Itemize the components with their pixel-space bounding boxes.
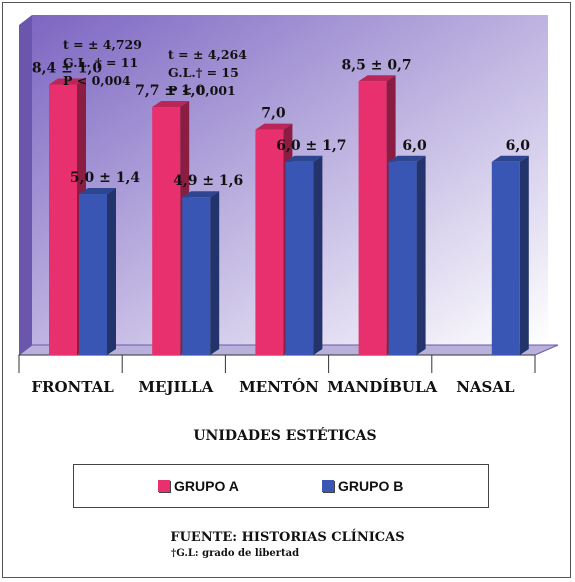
- bar-grupo-a-mejilla-front: [152, 107, 181, 355]
- legend-label-grupo-a: GRUPO A: [174, 478, 239, 494]
- bar-grupo-b-mandibula-front: [388, 161, 417, 355]
- source-note: FUENTE: HISTORIAS CLÍNICAS: [170, 530, 405, 545]
- bar-grupo-a-menton-top: [255, 123, 293, 130]
- bar-grupo-a-frontal-front: [49, 84, 77, 356]
- x-axis-title: UNIDADES ESTÉTICAS: [193, 426, 376, 444]
- legend: GRUPO A GRUPO B: [73, 464, 489, 508]
- bar-grupo-a-mandibula-top: [358, 75, 396, 82]
- data-label-grupo-b-mandibula: 6,0: [402, 138, 427, 154]
- bar-grupo-b-menton-front: [285, 161, 314, 355]
- annotation-mejilla-line-1: G.L.† = 15: [168, 65, 239, 80]
- bar-grupo-b-mejilla-side: [210, 191, 220, 355]
- bar-grupo-a-mejilla-top: [152, 101, 190, 108]
- bar-chart: FRONTAL MEJILLA MENTÓN MANDÍBULA NASAL 8,4 ± …: [17, 15, 559, 444]
- bar-grupo-b-nasal-front: [491, 161, 520, 355]
- legend-swatch-grupo-b: [322, 480, 334, 492]
- bar-grupo-b-menton-top: [285, 155, 323, 162]
- bar-grupo-b-frontal-side: [107, 188, 116, 355]
- bar-grupo-b-nasal-top: [491, 155, 529, 162]
- legend-item-grupo-a: GRUPO A: [158, 478, 239, 494]
- data-label-grupo-b-menton: 6,0 ± 1,7: [276, 138, 346, 154]
- bar-grupo-a-mandibula-front: [358, 81, 387, 356]
- x-tick-label-mejilla: MEJILLA: [138, 378, 213, 396]
- data-label-grupo-b-frontal: 5,0 ± 1,4: [70, 170, 140, 186]
- bar-grupo-b-frontal-front: [79, 194, 107, 355]
- bar-grupo-b-nasal-side: [519, 155, 529, 355]
- x-tick-label-menton: MENTÓN: [239, 378, 319, 396]
- footnote: †G.L: grado de libertad: [171, 548, 300, 559]
- figure-frame: FRONTAL MEJILLA MENTÓN MANDÍBULA NASAL 8,4 ± …: [2, 2, 571, 578]
- data-label-grupo-a-mejilla: 7,7 ± 1,0: [135, 83, 205, 99]
- bar-grupo-a-menton-front: [255, 129, 284, 355]
- annotation-mejilla-line-0: t = ± 4,264: [168, 47, 247, 62]
- bar-grupo-b-mejilla-top: [182, 191, 220, 198]
- bar-grupo-b-frontal-top: [79, 188, 116, 194]
- bar-grupo-b-frontal: [79, 188, 116, 355]
- bar-grupo-b-nasal: [491, 155, 529, 355]
- bar-grupo-b-mandibula: [388, 155, 426, 355]
- x-tick-label-nasal: NASAL: [456, 378, 515, 396]
- annotation-frontal-line-1: G.L. † = 11: [63, 55, 138, 70]
- x-tick-label-frontal: FRONTAL: [31, 378, 114, 396]
- bar-grupo-b-menton-side: [313, 155, 323, 355]
- annotation-mejilla-line-2: P < 0,001: [168, 83, 236, 98]
- bar-grupo-b-menton: [285, 155, 323, 355]
- data-label-grupo-a-frontal: 8,4 ± 1,0: [32, 61, 102, 77]
- legend-item-grupo-b: GRUPO B: [322, 478, 403, 494]
- data-label-grupo-b-mejilla: 4,9 ± 1,6: [173, 173, 243, 189]
- plot-side-wall: [19, 15, 32, 355]
- data-label-grupo-b-nasal: 6,0: [506, 138, 531, 154]
- bar-grupo-b-mandibula-top: [388, 155, 426, 162]
- x-tick-label-mandibula: MANDÍBULA: [327, 378, 437, 396]
- data-label-grupo-a-menton: 7,0: [261, 106, 286, 122]
- annotation-frontal-line-0: t = ± 4,729: [63, 37, 142, 52]
- bar-grupo-b-mejilla: [182, 191, 220, 355]
- legend-label-grupo-b: GRUPO B: [338, 478, 404, 494]
- legend-swatch-grupo-a: [158, 480, 170, 492]
- bar-grupo-b-mejilla-front: [182, 197, 211, 355]
- data-label-grupo-a-mandibula: 8,5 ± 0,7: [341, 57, 411, 73]
- bar-grupo-a-frontal-top: [49, 78, 86, 85]
- annotation-frontal-line-2: P < 0,004: [63, 73, 131, 88]
- bar-grupo-b-mandibula-side: [416, 155, 426, 355]
